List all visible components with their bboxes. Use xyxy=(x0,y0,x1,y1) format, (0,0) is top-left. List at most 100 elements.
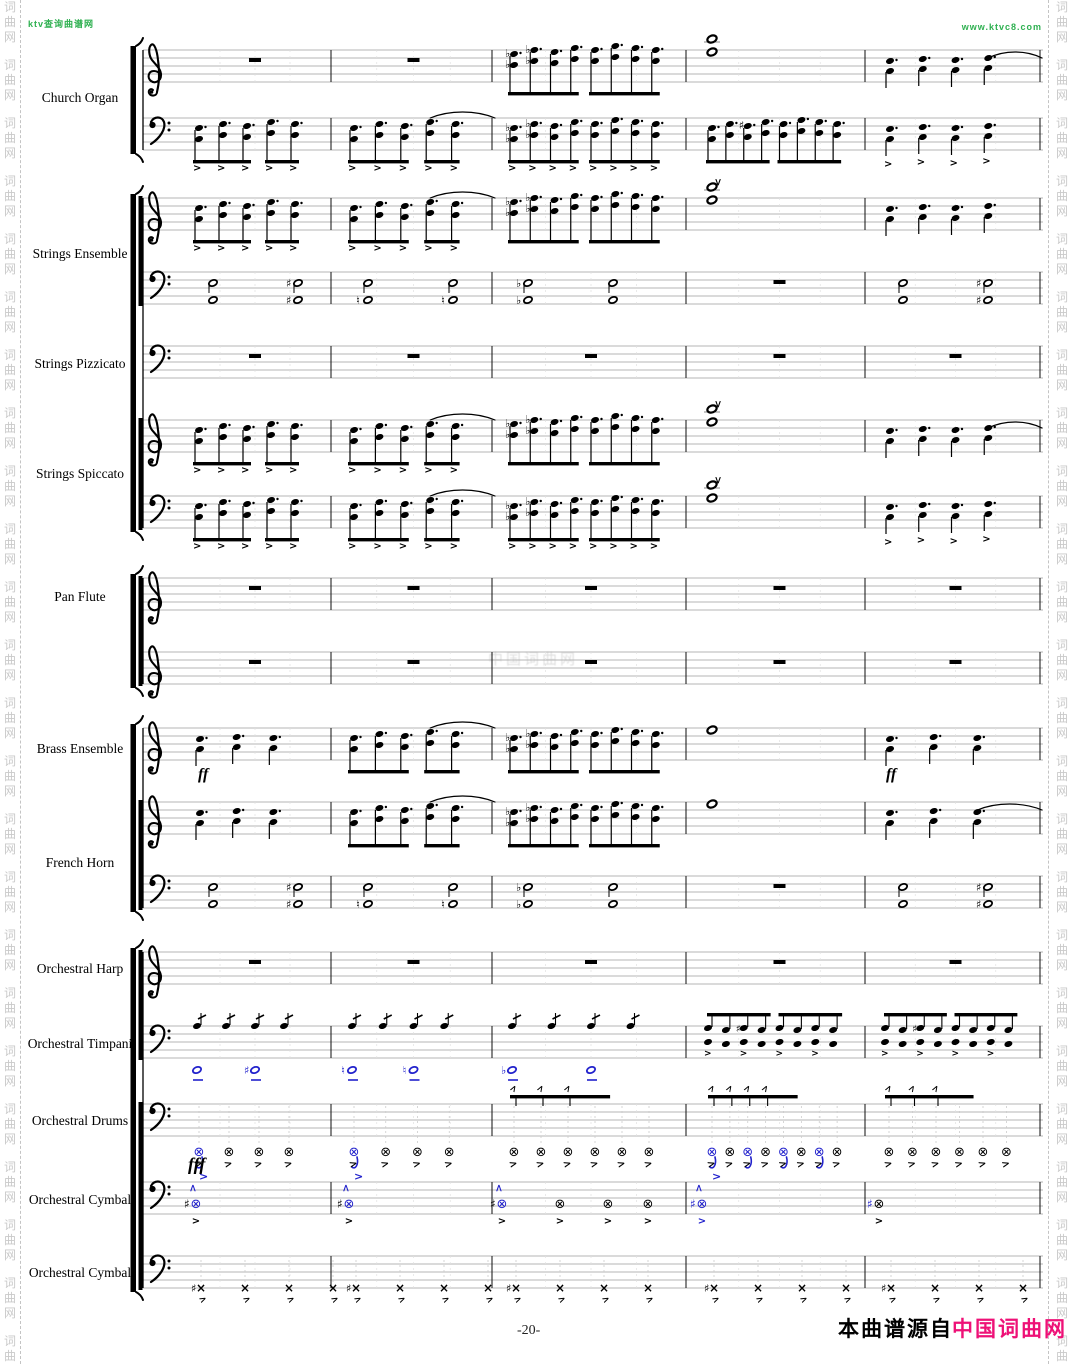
svg-text:♯: ♯ xyxy=(191,1282,196,1295)
svg-text:♭: ♭ xyxy=(505,132,510,145)
svg-text:♭: ♭ xyxy=(525,738,530,751)
svg-text:>: > xyxy=(289,243,297,254)
svg-text:♯: ♯ xyxy=(286,294,291,307)
svg-text:>: > xyxy=(883,1158,894,1171)
svg-text:>: > xyxy=(348,243,356,254)
system-bracket xyxy=(130,565,144,697)
svg-text:>: > xyxy=(742,1083,754,1095)
svg-text:×: × xyxy=(196,1281,206,1295)
inner-group-bar xyxy=(138,418,143,530)
svg-text:♭: ♭ xyxy=(525,202,530,215)
svg-text:>: > xyxy=(906,1158,917,1171)
staff-strings-pizzicato-bass xyxy=(143,344,1043,379)
svg-text:>: > xyxy=(348,1158,359,1171)
svg-text:>: > xyxy=(283,1158,294,1171)
system-bracket xyxy=(130,185,144,541)
svg-text:>: > xyxy=(884,537,892,548)
svg-text:♯: ♯ xyxy=(881,1282,886,1295)
svg-text:>: > xyxy=(742,1158,753,1171)
svg-text:>: > xyxy=(755,1294,766,1306)
svg-text:>: > xyxy=(265,465,273,476)
dynamic-marking: ff xyxy=(198,766,210,783)
svg-text:⊗: ⊗ xyxy=(191,1197,202,1212)
svg-text:×: × xyxy=(753,1281,763,1295)
svg-text:>: > xyxy=(341,1184,352,1192)
svg-text:>: > xyxy=(562,1083,574,1095)
instrument-label: Orchestral Cymbal xyxy=(29,1265,132,1280)
svg-text:♭: ♭ xyxy=(516,898,521,911)
svg-text:>: > xyxy=(513,1294,524,1306)
svg-text:♯: ♯ xyxy=(976,898,981,911)
watermark-text: 词曲网 xyxy=(3,928,16,972)
svg-text:×: × xyxy=(974,1281,984,1295)
svg-text:♭: ♭ xyxy=(525,506,530,519)
staff-strings-spiccato-treble: > > > > > > > > > >♭♭♭♭> xyxy=(143,400,1043,476)
inner-group-bar xyxy=(138,196,143,306)
dynamic-marking: fff xyxy=(188,1154,207,1174)
svg-text:♭: ♭ xyxy=(505,816,510,829)
svg-text:>: > xyxy=(557,1294,568,1306)
svg-text:>: > xyxy=(424,541,432,552)
inner-group-bar xyxy=(138,800,143,910)
instrument-label: Strings Pizzicato xyxy=(34,356,125,371)
watermark-text: 词曲网 xyxy=(3,1218,16,1262)
svg-text:♭: ♭ xyxy=(501,1064,506,1077)
svg-text:>: > xyxy=(712,1170,721,1183)
footer-source-site: 中国词曲网 xyxy=(952,1318,1067,1341)
watermark-text: 词曲网 xyxy=(1055,116,1068,160)
watermark-text: 词曲网 xyxy=(3,58,16,102)
svg-text:♯: ♯ xyxy=(912,1024,917,1035)
svg-text:>: > xyxy=(265,163,273,174)
watermark-text: 词曲网 xyxy=(3,580,16,624)
svg-text:>: > xyxy=(875,1216,883,1227)
svg-text:>: > xyxy=(616,1158,627,1171)
svg-text:>: > xyxy=(193,1158,204,1171)
svg-text:>: > xyxy=(373,243,381,254)
svg-text:>: > xyxy=(930,1158,941,1171)
svg-text:×: × xyxy=(395,1281,405,1295)
svg-text:>: > xyxy=(604,1216,612,1227)
svg-text:♯: ♯ xyxy=(736,1024,741,1035)
svg-text:⊗: ⊗ xyxy=(832,1145,843,1160)
svg-text:>: > xyxy=(556,1216,564,1227)
svg-text:×: × xyxy=(1018,1281,1028,1295)
staff-french-horn-bass: ♯ ♯ ♮ ♮ ♭ ♭ ♯ ♯ xyxy=(143,874,1043,911)
svg-text:>: > xyxy=(348,465,356,476)
svg-text:>: > xyxy=(450,465,458,476)
svg-text:>: > xyxy=(193,541,201,552)
staff-strings-spiccato-bass: > > > > > > > > > > >♭♭>♭♭> > > > > >>> > > > xyxy=(143,476,1043,552)
svg-text:>: > xyxy=(193,243,201,254)
watermark-text: 词曲网 xyxy=(1055,348,1068,392)
svg-text:>: > xyxy=(345,1216,353,1227)
svg-text:♮: ♮ xyxy=(356,898,360,911)
dynamic-marking: ff xyxy=(886,766,898,783)
watermark-text: 词曲网 xyxy=(3,870,16,914)
svg-text:♭: ♭ xyxy=(525,413,530,426)
inner-group-bar xyxy=(138,950,143,1060)
svg-text:>: > xyxy=(609,163,617,174)
inner-group-bar xyxy=(138,1102,143,1290)
svg-text:>: > xyxy=(535,1083,547,1095)
svg-text:>: > xyxy=(917,535,925,546)
svg-text:⊗: ⊗ xyxy=(724,1145,735,1160)
svg-text:>: > xyxy=(977,1158,988,1171)
svg-text:⊗: ⊗ xyxy=(778,1145,789,1160)
svg-text:>: > xyxy=(450,243,458,254)
watermark-text: 词曲网 xyxy=(3,638,16,682)
svg-text:>: > xyxy=(724,1158,735,1171)
watermark-text: 词曲网 xyxy=(1055,1276,1068,1320)
svg-text:>: > xyxy=(192,1216,200,1227)
svg-text:♯: ♯ xyxy=(346,1282,351,1295)
svg-text:>: > xyxy=(450,163,458,174)
svg-text:>: > xyxy=(630,163,638,174)
svg-text:×: × xyxy=(511,1281,521,1295)
svg-text:>: > xyxy=(706,1083,718,1095)
svg-text:>: > xyxy=(289,163,297,174)
svg-text:⊗: ⊗ xyxy=(284,1145,295,1160)
svg-text:>: > xyxy=(508,541,516,552)
system-bracket xyxy=(130,939,144,1301)
svg-text:♭: ♭ xyxy=(516,277,521,290)
watermark-text: 词曲网 xyxy=(1055,522,1068,566)
svg-text:⊗: ⊗ xyxy=(931,1145,942,1160)
